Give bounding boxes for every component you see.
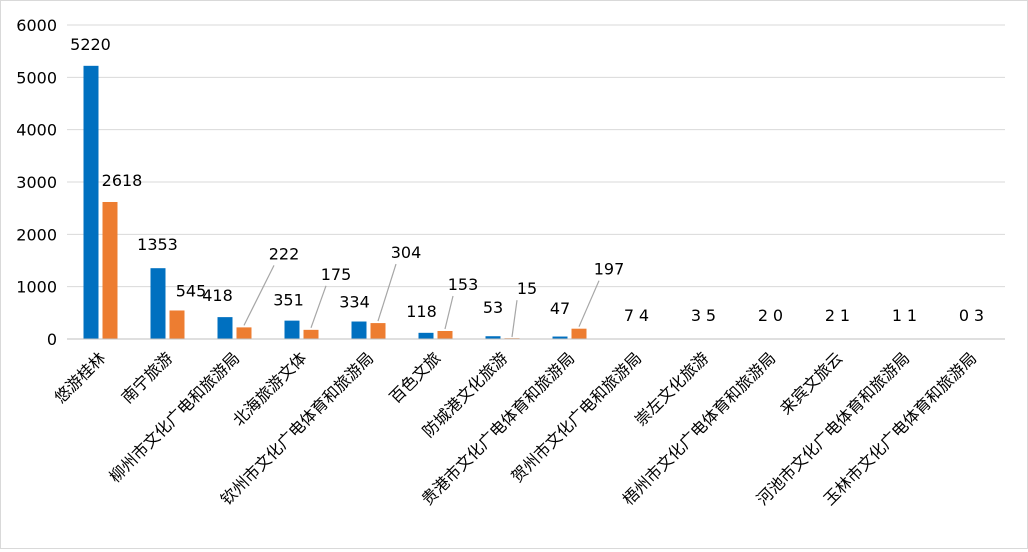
data-label-series1: 351 [273, 291, 304, 310]
bar-series2-3 [304, 330, 319, 339]
bar-series2-7 [572, 329, 587, 339]
bar-series1-5 [419, 333, 434, 339]
data-label-series2: 1 [840, 306, 850, 325]
x-category-label: 来宾文旅云 [776, 348, 846, 418]
data-label-series2: 2618 [102, 171, 143, 190]
data-label-series2: 175 [321, 265, 352, 284]
data-label-series2: 4 [639, 306, 649, 325]
bar-series2-1 [170, 310, 185, 339]
bar-series2-5 [438, 331, 453, 339]
leader-line [512, 300, 517, 337]
data-label-series1: 3 [691, 306, 701, 325]
bar-series1-2 [218, 317, 233, 339]
data-label-series1: 53 [483, 298, 503, 317]
data-label-series2: 153 [448, 275, 479, 294]
y-tick-label: 4000 [16, 121, 57, 140]
bar-series1-3 [285, 321, 300, 339]
y-tick-label: 6000 [16, 16, 57, 35]
y-tick-label: 1000 [16, 278, 57, 297]
data-label-series1: 2 [825, 306, 835, 325]
bar-series1-1 [151, 268, 166, 339]
y-tick-label: 3000 [16, 173, 57, 192]
bar-series1-0 [84, 66, 99, 339]
x-category-label: 贺州市文化广电和旅游局 [507, 348, 645, 486]
data-label-series2: 3 [974, 306, 984, 325]
data-label-series2: 222 [269, 244, 300, 263]
data-label-series1: 2 [758, 306, 768, 325]
y-tick-label: 0 [47, 330, 57, 349]
x-category-label: 南宁旅游 [118, 348, 177, 407]
data-label-series1: 47 [550, 299, 570, 318]
data-label-series1: 334 [339, 293, 370, 312]
bar-series2-2 [237, 327, 252, 339]
data-label-series1: 1353 [137, 235, 178, 254]
data-label-series1: 7 [624, 306, 634, 325]
data-label-series2: 5 [706, 306, 716, 325]
x-category-label: 百色文旅 [386, 348, 445, 407]
data-label-series1: 0 [959, 306, 969, 325]
leader-line [244, 265, 274, 325]
leader-line [311, 286, 326, 328]
leader-line [445, 296, 453, 329]
data-label-series1: 418 [202, 286, 233, 305]
data-label-series2: 1 [907, 306, 917, 325]
y-tick-label: 2000 [16, 225, 57, 244]
data-label-series2: 197 [594, 260, 625, 279]
x-category-label: 柳州市文化广电和旅游局 [105, 348, 243, 486]
data-label-series2: 0 [773, 306, 783, 325]
bar-series2-4 [371, 323, 386, 339]
data-label-series2: 304 [391, 243, 422, 262]
leader-line [378, 264, 396, 321]
data-label-series2: 15 [517, 279, 537, 298]
bar-series1-4 [352, 322, 367, 339]
data-label-series1: 1 [892, 306, 902, 325]
data-label-series1: 5220 [70, 35, 111, 54]
bar-series2-0 [103, 202, 118, 339]
leader-line [579, 281, 599, 327]
data-label-series1: 118 [406, 302, 437, 321]
y-tick-label: 5000 [16, 68, 57, 87]
x-category-label: 悠游桂林 [51, 348, 110, 407]
